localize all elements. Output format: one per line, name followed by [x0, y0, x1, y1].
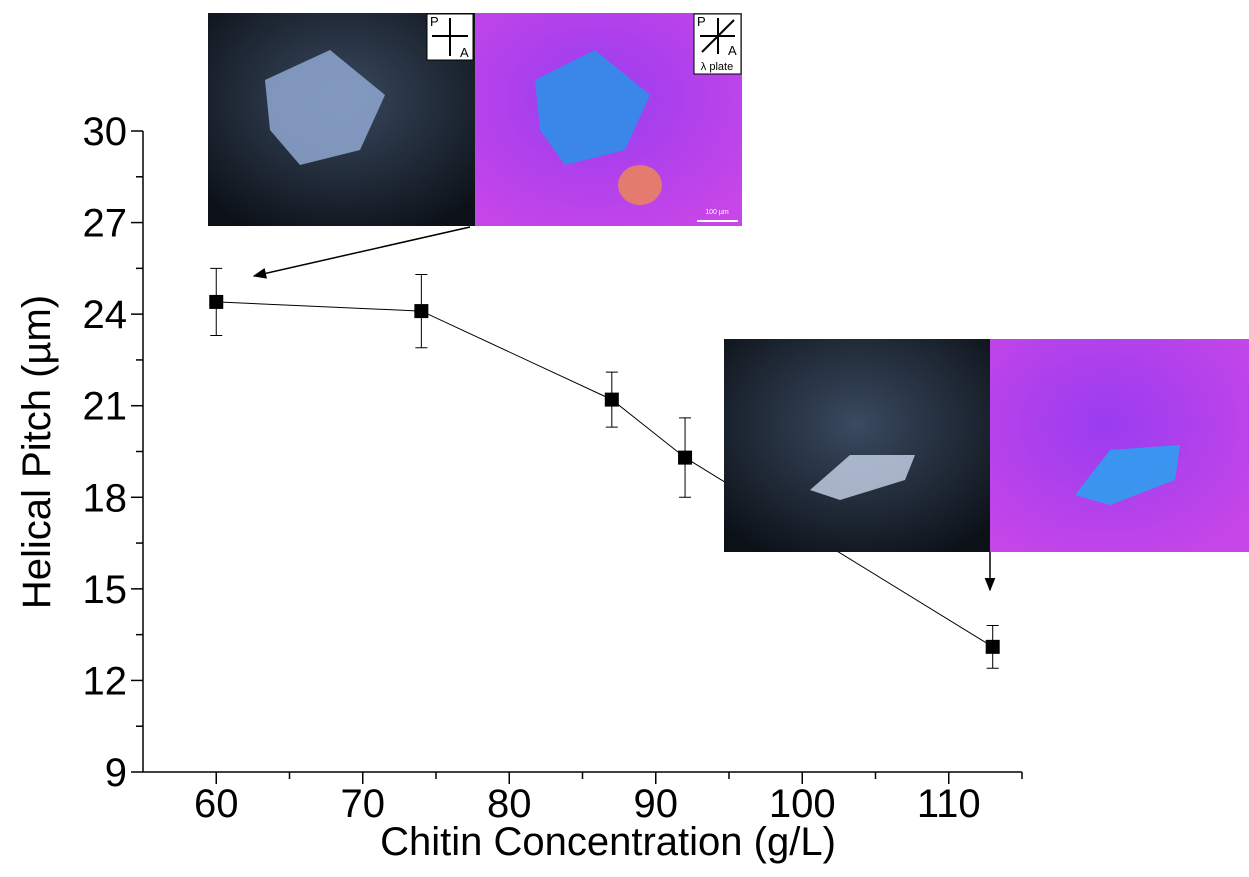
x-tick-label: 80: [487, 782, 532, 826]
inset-bottom: [724, 339, 1249, 552]
x-tick-label: 60: [194, 782, 239, 826]
y-tick-label: 27: [83, 202, 128, 246]
analyzer-label: A: [460, 45, 469, 60]
arrow: [252, 226, 471, 279]
crystal: [1075, 445, 1180, 505]
data-point: [604, 392, 619, 407]
plot-area: 60 70 80 90 100 110 9 12 15 18 21 24 27 30: [83, 110, 1023, 826]
polarizer-label: P: [430, 14, 439, 29]
micrograph-lambda: [990, 339, 1249, 552]
crystal: [265, 50, 385, 165]
y-tick-label: 21: [83, 385, 128, 429]
crystal: [810, 455, 915, 500]
y-tick-label: 30: [83, 110, 128, 154]
data-point: [209, 294, 224, 309]
y-tick-label: 9: [105, 751, 127, 795]
y-tick-label: 18: [83, 476, 128, 520]
cross: [432, 18, 468, 56]
plate-label: λ plate: [701, 61, 733, 73]
polarizer-label: P: [697, 14, 706, 29]
x-tick-label: 90: [634, 782, 679, 826]
x-tick-label: 70: [341, 782, 386, 826]
spot: [618, 165, 662, 205]
data-point: [678, 450, 693, 465]
y-tick-label: 24: [83, 293, 128, 337]
x-tick-label: 110: [917, 782, 981, 826]
analyzer-label: A: [728, 43, 737, 58]
x-axis-label: Chitin Concentration (g/L): [380, 820, 836, 864]
data-point: [414, 304, 429, 319]
y-tick-label: 12: [83, 659, 128, 703]
scale-label: 100 µm: [705, 209, 729, 216]
x-tick-label: 100: [769, 782, 836, 826]
cross: [700, 18, 735, 54]
micrograph-crossed: [724, 339, 990, 552]
data-point: [985, 639, 1000, 654]
crystal: [535, 50, 650, 165]
inset-top: P A P A λ plate 100 µm: [208, 13, 742, 226]
y-tick-label: 15: [83, 568, 128, 612]
y-axis-label: Helical Pitch (µm): [15, 295, 59, 609]
